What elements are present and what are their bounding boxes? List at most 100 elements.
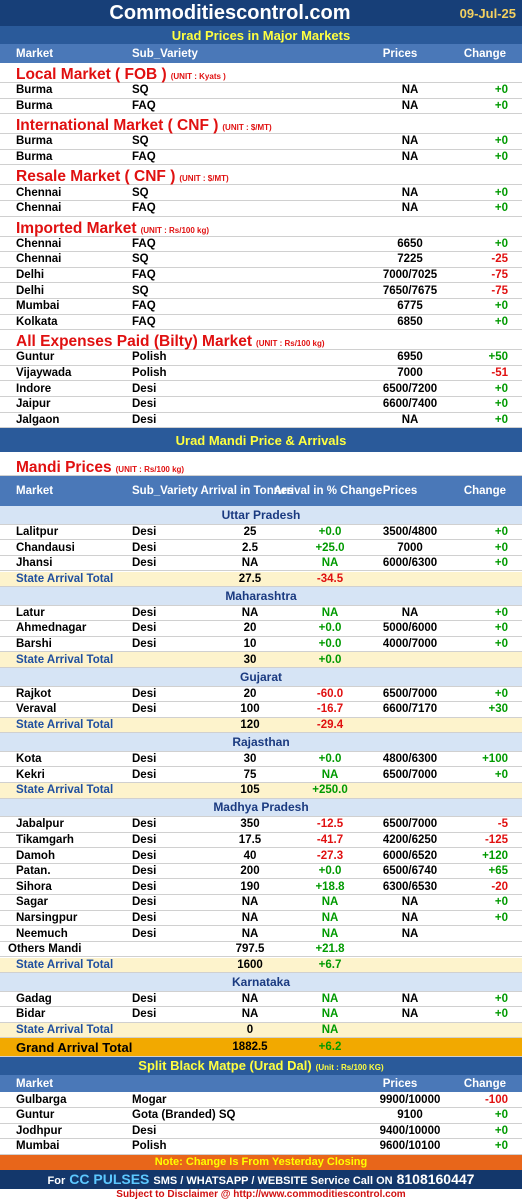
arrival-change: +6.2 (318, 1041, 342, 1054)
column-label: Prices (382, 1077, 418, 1090)
label: State Arrival Total (16, 572, 114, 585)
date: 09-Jul-25 (459, 5, 516, 21)
price-row: Chennai SQ 7225 -25 (0, 252, 522, 268)
arrival-tonnes: NA (241, 927, 259, 940)
others-row: Others Mandi 797.5 +21.8 (0, 941, 522, 958)
price: 7000 (397, 541, 423, 554)
change: -25 (491, 253, 508, 266)
price-row: Delhi FAQ 7000/7025 -75 (0, 267, 522, 284)
change: +0 (494, 135, 508, 148)
state-header: Gujarat (0, 668, 522, 687)
change: +0 (494, 896, 508, 909)
price-row: Guntur Gota (Branded) SQ 9100 +0 (0, 1108, 522, 1124)
market: Narsingpur (16, 911, 78, 924)
arrival-change: +18.8 (315, 880, 345, 893)
arrival-tonnes: 1600 (237, 958, 263, 971)
mandi-row: Kekri Desi 75 NA 6500/7000 +0 (0, 767, 522, 783)
change: +0 (494, 398, 508, 411)
change: +0 (494, 1109, 508, 1122)
section-name: Split Black Matpe (Urad Dal) (138, 1058, 312, 1074)
market: Gadag (16, 992, 52, 1005)
arrival-change: +0.0 (318, 638, 342, 651)
arrival-tonnes: 20 (243, 622, 257, 635)
section-heading-text: Local Market ( FOB ) (UNIT : Kyats ) (16, 63, 226, 84)
arrival-tonnes: 17.5 (238, 833, 262, 846)
price: 6000/6300 (382, 557, 438, 570)
arrival-tonnes: 105 (240, 784, 260, 797)
market: Sagar (16, 896, 48, 909)
price: 6600/7170 (382, 703, 438, 716)
price: 7650/7675 (382, 284, 438, 297)
price: NA (401, 186, 419, 199)
sub-variety: Desi (132, 606, 157, 619)
sub-variety: Desi (132, 833, 157, 846)
price-row: Vijaywada Polish 7000 -51 (0, 365, 522, 382)
market: Bidar (16, 1008, 46, 1021)
label: State Arrival Total (16, 718, 114, 731)
price-row: Chennai SQ NA +0 (0, 185, 522, 201)
section-title: Urad Mandi Price & Arrivals (175, 432, 347, 448)
sub-variety: Desi (132, 865, 157, 878)
header: Commoditiescontrol.com 09-Jul-25 (0, 0, 522, 26)
arrival-tonnes: 200 (240, 865, 260, 878)
sub-variety: FAQ (132, 237, 156, 250)
sub-variety: Desi (132, 911, 157, 924)
sub-variety: Desi (132, 1124, 157, 1137)
mandi-row: Jabalpur Desi 350 -12.5 6500/7000 -5 (0, 817, 522, 833)
price: NA (401, 135, 419, 148)
price: 9100 (397, 1109, 423, 1122)
label: Grand Arrival Total (16, 1039, 133, 1055)
price-row: Jaipur Desi 6600/7400 +0 (0, 397, 522, 413)
price: NA (401, 202, 419, 215)
sub-variety: Polish (132, 1140, 167, 1153)
mandi-row: Ahmednagar Desi 20 +0.0 5000/6000 +0 (0, 621, 522, 637)
change: +0 (494, 237, 508, 250)
column-label: Sub_Variety (132, 47, 198, 60)
arrival-change: +0.0 (318, 653, 342, 666)
arrival-tonnes: 120 (240, 718, 260, 731)
sub-variety: FAQ (132, 315, 156, 328)
sub-variety: SQ (132, 284, 149, 297)
arrival-change: NA (321, 1024, 339, 1037)
price: NA (401, 606, 419, 619)
price: 6600/7400 (382, 398, 438, 411)
price-row: Burma SQ NA +0 (0, 83, 522, 99)
market: Barshi (16, 638, 52, 651)
mandi-row: Latur Desi NA NA NA +0 (0, 605, 522, 622)
column-label: Arrival in Tonnes (200, 485, 294, 498)
mandi-row: Jhansi Desi NA NA 6000/6300 +0 (0, 555, 522, 572)
arrival-tonnes: NA (241, 992, 259, 1005)
price-row: Indore Desi 6500/7200 +0 (0, 381, 522, 397)
change: +0 (494, 606, 508, 619)
arrival-change: NA (321, 1008, 339, 1021)
sub-variety: Desi (132, 382, 157, 395)
arrival-change: -16.7 (316, 703, 344, 716)
price: NA (401, 151, 419, 164)
market: Jalgaon (16, 413, 60, 426)
change: +0 (494, 202, 508, 215)
sub-variety: Desi (132, 413, 157, 426)
price-row: Chennai FAQ NA +0 (0, 201, 522, 217)
sub-variety: Mogar (132, 1093, 167, 1106)
section-heading: Imported Market (UNIT : Rs/100 kg) (0, 216, 522, 237)
section-heading-text: Resale Market ( CNF ) (UNIT : $/MT) (16, 165, 229, 186)
note-bar: Note: Change Is From Yesterday Closing (0, 1154, 522, 1170)
sub-variety: Desi (132, 687, 157, 700)
sub-variety: FAQ (132, 269, 156, 282)
market: Delhi (16, 269, 45, 282)
mandi-row: Barshi Desi 10 +0.0 4000/7000 +0 (0, 636, 522, 653)
change: -75 (491, 284, 508, 297)
arrival-change: NA (321, 768, 339, 781)
market: Burma (16, 99, 53, 112)
change: +0 (494, 638, 508, 651)
state-header: Madhya Pradesh (0, 798, 522, 818)
price: 6950 (397, 351, 423, 364)
unit: (UNIT : $/MT) (179, 174, 229, 184)
price: 9400/10000 (379, 1124, 441, 1137)
price: 9900/10000 (379, 1093, 441, 1106)
market: Chandausi (16, 541, 75, 554)
market: Veraval (16, 703, 57, 716)
sub-variety: Desi (132, 1008, 157, 1021)
column-label: Market (16, 1077, 54, 1090)
sub-variety: SQ (132, 135, 149, 148)
